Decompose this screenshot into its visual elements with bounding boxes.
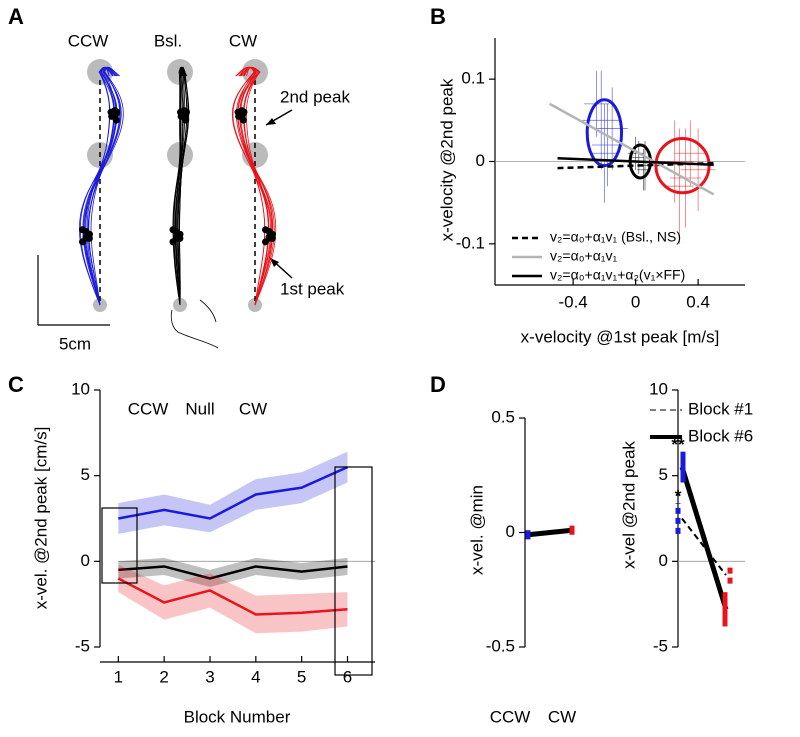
annotation: 2nd peak: [280, 87, 350, 106]
trajectory: [240, 66, 266, 306]
highlight-box: [101, 507, 138, 584]
y-tick-label: 10: [649, 379, 668, 398]
series-line: [118, 465, 349, 520]
trajectory: [235, 66, 271, 306]
x-tick-label: 3: [205, 667, 214, 686]
peak-dot: [112, 116, 120, 124]
y-tick-label: 5: [81, 465, 90, 484]
y-tick-label: -5: [653, 636, 668, 655]
x-tick-label: 0: [631, 292, 640, 311]
y-tick-label: 0.5: [491, 407, 515, 426]
x-axis-label: x-velocity @1st peak [m/s]: [521, 327, 720, 346]
x-tick-label: 6: [343, 667, 352, 686]
fit-line: [549, 102, 715, 196]
y-tick-label: 0: [476, 151, 485, 170]
trajectory: [175, 66, 182, 306]
y-tick-label: -0.1: [456, 233, 485, 252]
category-label: CW: [548, 707, 576, 726]
legend-label: Block #6: [688, 426, 753, 445]
legend-label: CW: [239, 399, 267, 418]
paired-line: [527, 527, 573, 538]
y-axis-label: x-vel. @min: [467, 485, 486, 575]
y-tick-label: 5: [659, 465, 668, 484]
trajectory: [173, 66, 182, 306]
peak-dot: [182, 116, 190, 124]
series-line: [117, 577, 348, 616]
y-tick-label: -5: [75, 636, 90, 655]
series-line: [118, 565, 348, 580]
annotation: 1st peak: [280, 279, 345, 298]
trajectory: [88, 66, 121, 306]
panel-label: A: [8, 4, 24, 29]
y-tick-label: 10: [71, 379, 90, 398]
legend-label: Null: [185, 399, 214, 418]
trajectory: [79, 66, 118, 306]
legend-label: v₂=α₀+α₁v₁: [550, 248, 618, 264]
legend-label: v₂=α₀+α₁v₁+α₂(v₁×FF): [550, 267, 685, 283]
arrow-head: [270, 258, 279, 267]
y-tick-label: 0.1: [461, 69, 485, 88]
x-tick-label: -0.4: [558, 292, 587, 311]
paired-line: [679, 466, 729, 611]
x-tick-label: 5: [297, 667, 306, 686]
peak-dot: [177, 108, 185, 116]
y-tick-label: 0: [81, 551, 90, 570]
x-tick-label: 2: [159, 667, 168, 686]
hand-outline: [170, 299, 219, 349]
panel-a: 5cm 2nd peak 1st peak: [37, 87, 350, 353]
panel-label: B: [430, 4, 446, 29]
peak-dot: [239, 116, 247, 124]
peak-dot: [234, 108, 242, 116]
peak-dot: [268, 230, 276, 238]
y-axis-label: x-velocity @2nd peak: [437, 78, 456, 241]
y-axis-label: x-vel @2nd peak: [619, 441, 638, 569]
trajectory: [178, 66, 189, 306]
panel-label: C: [8, 372, 24, 397]
legend-label: CCW: [128, 399, 169, 418]
trajectory: [86, 66, 111, 306]
x-tick-label: 4: [251, 667, 260, 686]
fit-line: [557, 156, 714, 167]
legend-label: Block #1: [688, 399, 753, 418]
peak-dot: [176, 230, 184, 238]
category-label: CCW: [490, 707, 531, 726]
scale-label: 5cm: [59, 334, 91, 353]
trajectory: [90, 66, 117, 306]
y-tick-label: 0: [659, 551, 668, 570]
confidence-ellipse: [585, 98, 624, 168]
paired-line: [681, 517, 727, 576]
x-tick-label: 0.4: [686, 292, 710, 311]
trajectory: [82, 66, 117, 306]
arrow-head: [266, 118, 276, 125]
y-tick-label: 0: [506, 522, 515, 541]
y-tick-label: -0.5: [486, 636, 515, 655]
condition-label: CCW: [68, 31, 109, 50]
trajectory: [243, 66, 273, 306]
peak-dot: [85, 230, 93, 238]
y-axis-label: x-vel. @2nd peak [cm/s]: [31, 427, 50, 610]
x-tick-label: 1: [114, 667, 123, 686]
legend-label: v₂=α₀+α₁v₁ (Bsl., NS): [550, 229, 681, 245]
panel-label: D: [430, 372, 446, 397]
x-axis-label: Block Number: [184, 707, 291, 726]
condition-label: Bsl.: [154, 31, 182, 50]
confidence-band: [118, 451, 348, 534]
condition-label: CW: [229, 31, 257, 50]
highlight-box: [334, 466, 373, 676]
peak-dot: [107, 108, 115, 116]
significance: *: [675, 487, 682, 506]
significance: **: [671, 435, 685, 454]
trajectory: [239, 66, 277, 306]
confidence-band: [118, 564, 348, 634]
